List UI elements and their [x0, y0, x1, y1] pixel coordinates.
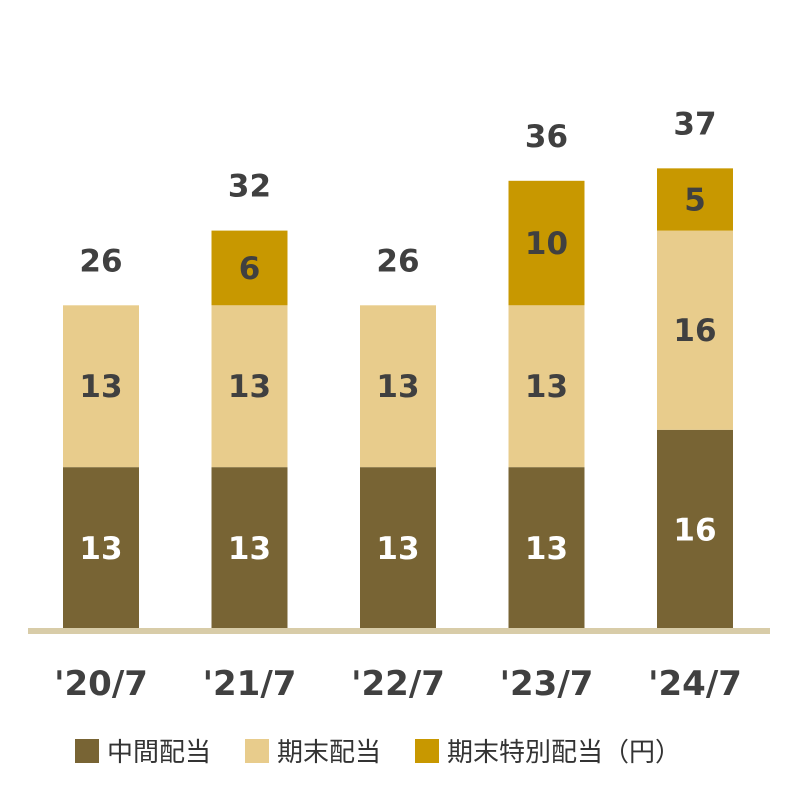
data-label-year-end: 13: [228, 369, 271, 405]
data-label-special: 6: [239, 251, 261, 287]
bar-segment-year-end: [63, 305, 139, 468]
data-label-year-end: 13: [525, 369, 568, 405]
data-label-interim: 16: [673, 512, 716, 548]
bar-segment-interim: [211, 467, 288, 629]
bar-segment-special: [211, 230, 288, 306]
data-label-interim: 13: [228, 531, 271, 567]
x-tick-label: '20/7: [54, 664, 148, 704]
bar-segment-interim: [360, 467, 436, 629]
data-label-year-end: 16: [673, 313, 716, 349]
legend-item-special: 期末特別配当 （円）: [415, 732, 681, 769]
total-label: 36: [525, 119, 568, 155]
x-tick-label: '24/7: [648, 664, 742, 704]
total-label: 32: [228, 169, 271, 205]
x-tick-label: '22/7: [351, 664, 445, 704]
legend-label-interim: 中間配当: [107, 738, 212, 768]
data-label-interim: 13: [376, 531, 419, 567]
bar-segment-interim: [508, 467, 585, 629]
legend-swatch-interim: [75, 738, 99, 763]
data-label-interim: 13: [525, 531, 568, 567]
bar-segment-year-end: [211, 305, 288, 468]
x-tick-label: '21/7: [203, 664, 297, 704]
legend-swatch-year-end: [245, 738, 270, 763]
bar-segment-year-end: [360, 305, 436, 468]
total-label: 26: [79, 243, 122, 279]
bars-layer: [63, 168, 733, 629]
legend-label-special: 期末特別配当: [447, 738, 604, 768]
data-label-special: 5: [684, 182, 706, 218]
bar-segment-special: [508, 180, 585, 306]
x-tick-label: '23/7: [500, 664, 594, 704]
bar-segment-year-end: [657, 230, 733, 430]
bar-segment-year-end: [508, 305, 585, 468]
data-label-year-end: 13: [376, 369, 419, 405]
bar-segment-interim: [63, 467, 139, 629]
legend-item-interim: 中間配当: [75, 732, 211, 769]
legend: 中間配当 期末配当 期末特別配当 （円）: [75, 732, 681, 769]
legend-unit: （円）: [603, 738, 682, 768]
legend-swatch-special: [415, 738, 440, 763]
legend-label-year-end: 期末配当: [277, 738, 382, 768]
data-label-interim: 13: [79, 531, 122, 567]
bar-segment-special: [657, 168, 733, 231]
total-label: 37: [673, 106, 716, 142]
data-label-year-end: 13: [79, 369, 122, 405]
total-label: 26: [376, 243, 419, 279]
bar-segment-interim: [657, 429, 733, 629]
data-label-special: 10: [525, 226, 568, 262]
labels-layer: 13 13 26 '20/7 13 13 6 32 '21/7 13 13 26 '22/7 13 13 10…: [54, 106, 742, 704]
legend-item-year-end: 期末配当: [245, 732, 381, 769]
